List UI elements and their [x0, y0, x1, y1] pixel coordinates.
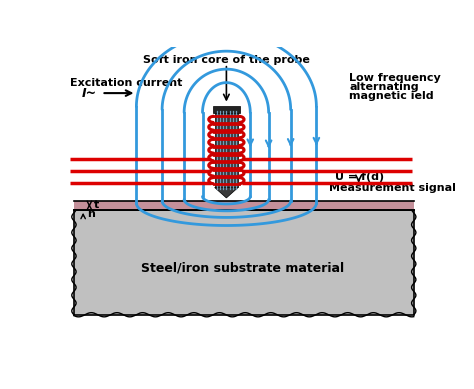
- Text: Measurement signal: Measurement signal: [329, 183, 456, 193]
- Polygon shape: [215, 187, 238, 198]
- Bar: [213, 106, 240, 112]
- Text: Low frequency: Low frequency: [349, 73, 441, 83]
- Bar: [215, 112, 238, 187]
- Bar: [74, 210, 414, 315]
- Text: Excitation current: Excitation current: [70, 78, 182, 88]
- Text: U = f(d): U = f(d): [335, 172, 384, 182]
- Text: alternating: alternating: [349, 82, 419, 92]
- Text: t: t: [94, 200, 99, 210]
- Text: I~: I~: [82, 87, 96, 100]
- Text: h: h: [87, 209, 95, 219]
- Bar: [74, 201, 414, 210]
- Text: Steel/iron substrate material: Steel/iron substrate material: [141, 262, 345, 275]
- Text: Soft iron core of the probe: Soft iron core of the probe: [143, 55, 310, 65]
- Text: magnetic ield: magnetic ield: [349, 91, 434, 101]
